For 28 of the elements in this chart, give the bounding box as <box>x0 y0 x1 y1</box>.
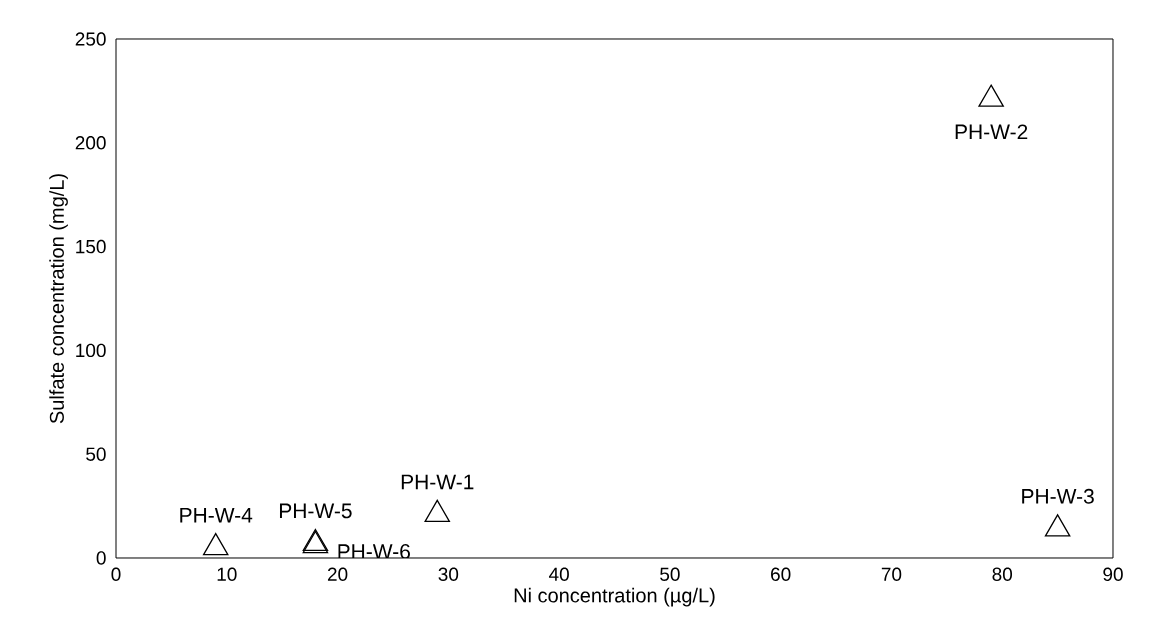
x-tick-label: 20 <box>327 567 348 581</box>
y-tick-label: 250 <box>75 32 106 46</box>
data-label: PH-W-6 <box>338 544 410 559</box>
x-tick-label: 10 <box>217 567 237 581</box>
point <box>424 499 451 523</box>
y-tick-label: 0 <box>96 551 106 565</box>
point <box>978 84 1004 107</box>
data-label: PH-W-3 <box>1022 488 1094 504</box>
data-label: PH-W-1 <box>401 474 474 490</box>
x-tick-label: 90 <box>1103 567 1123 581</box>
x-tick-label: 70 <box>881 567 902 581</box>
x-axis-title: Ni concentration (µg/L) <box>514 587 715 607</box>
data-label: PH-W-4 <box>180 507 253 523</box>
y-tick-label: 200 <box>75 136 106 150</box>
x-tick-label: 30 <box>438 567 459 581</box>
y-tick-label: 150 <box>76 239 106 254</box>
point <box>1044 514 1071 537</box>
y-tick-label: 100 <box>76 343 106 358</box>
x-tick-label: 40 <box>548 567 569 581</box>
data-label: PH-W-2 <box>955 124 1028 140</box>
point <box>202 532 229 556</box>
x-tick-label: 50 <box>660 567 680 581</box>
x-tick-label: 60 <box>771 567 791 581</box>
y-axis-title: Sulfate concentration (mg/L) <box>49 174 68 424</box>
x-tick-label: 80 <box>992 567 1013 581</box>
data-label: PH-W-5 <box>279 503 352 519</box>
x-tick-label: 0 <box>111 567 121 581</box>
y-tick-label: 50 <box>86 447 106 461</box>
